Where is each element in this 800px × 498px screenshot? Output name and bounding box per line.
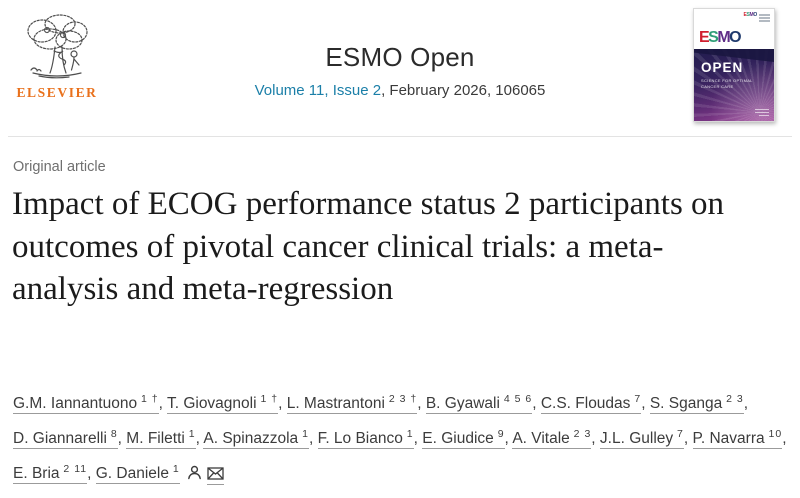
person-icon[interactable] [187,465,202,480]
cover-open-label: OPEN [701,60,744,75]
author-link[interactable]: G. Daniele 1 [95,463,180,485]
cover-tagline: SCIENCE FOR OPTIMAL CANCER CARE [701,78,753,89]
cover-credit-bars [755,108,769,116]
author-link[interactable]: A. Vitale 2 3 [512,428,592,450]
author-link[interactable]: L. Mastrantoni 2 3 † [286,393,418,415]
cover-top-section: ESMO ESMO [694,9,774,49]
author-link[interactable]: T. Giovagnoli 1 † [166,393,279,415]
journal-header: ESMO Open Volume 11, Issue 2, February 2… [110,42,690,99]
article-category: Original article [13,159,106,175]
author-link[interactable]: B. Gyawali 4 5 6 [425,393,533,415]
author-link[interactable]: E. Giudice 9 [422,428,505,450]
author-link[interactable]: C.S. Floudas 7 [540,393,642,415]
author-link[interactable]: A. Spinazzola 1 [203,428,309,450]
volume-issue-link[interactable]: Volume 11, Issue 2 [254,82,382,99]
elsevier-logo[interactable]: ELSEVIER [13,12,101,101]
journal-title-link[interactable]: ESMO Open [325,42,475,72]
envelope-icon[interactable] [207,467,224,481]
cover-purple-section: OPEN SCIENCE FOR OPTIMAL CANCER CARE [694,49,774,121]
elsevier-wordmark: ELSEVIER [16,85,98,100]
author-link[interactable]: D. Giannarelli 8 [13,428,118,450]
esmo-mini-logo: ESMO [743,12,757,18]
author-link[interactable]: F. Lo Bianco 1 [317,428,414,450]
author-link[interactable]: P. Navarra 10 [692,428,783,450]
volume-issue-line: Volume 11, Issue 2, February 2026, 10606… [110,82,690,99]
cover-mini-text-bars [759,13,770,22]
author-icons [187,465,224,486]
esmo-cover-logo: ESMO [699,29,742,46]
elsevier-tree-icon [27,14,88,79]
cover-mini-logo: ESMO [743,13,770,22]
author-link[interactable]: G.M. Iannantuono 1 † [13,393,159,415]
header-divider [8,136,792,137]
author-link[interactable]: E. Bria 2 11 [13,463,88,485]
journal-cover-thumbnail[interactable]: ESMO ESMO OPEN SCIENCE FOR OPTIMAL CANCE… [693,8,775,122]
author-list: G.M. Iannantuono 1 †, T. Giovagnoli 1 †,… [13,384,791,489]
author-link[interactable]: S. Sganga 2 3 [649,393,744,415]
author-link[interactable]: M. Filetti 1 [126,428,196,450]
author-link[interactable]: J.L. Gulley 7 [599,428,684,450]
article-title: Impact of ECOG performance status 2 part… [12,186,725,307]
correspondence-link[interactable] [206,465,224,486]
issue-details: , February 2026, 106065 [381,82,546,99]
